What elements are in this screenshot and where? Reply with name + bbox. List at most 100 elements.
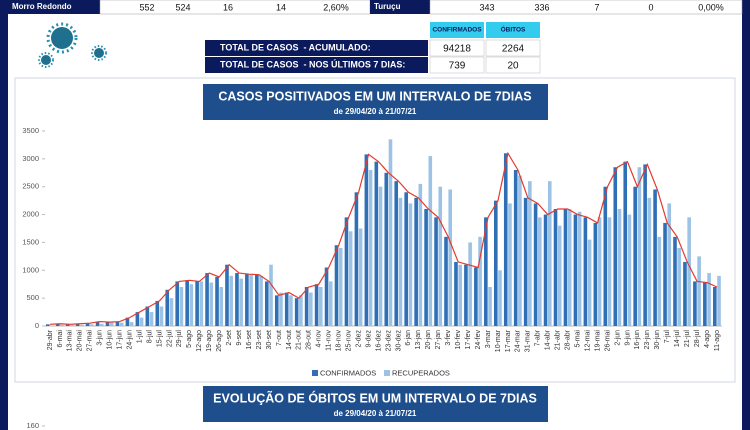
x-tick-label: 17-mar [505, 329, 512, 352]
y-tick-label: 1500 [22, 237, 39, 246]
x-tick-label: 6-mai [57, 330, 64, 348]
bar [607, 217, 612, 326]
chart-banner [203, 386, 548, 422]
x-tick-label: 30-dez [395, 330, 402, 352]
x-tick-label: 11-nov [326, 330, 333, 351]
bar [418, 183, 423, 326]
x-tick-label: 10-mar [495, 329, 502, 352]
bar [557, 225, 562, 326]
y-tick-label: 3500 [22, 126, 39, 135]
x-tick-label: 16-set [246, 330, 253, 350]
cell-value: 0,00% [698, 2, 724, 12]
bar [587, 239, 592, 326]
bar [647, 197, 652, 326]
bar [55, 323, 60, 326]
bar [75, 323, 80, 326]
cell-value: 0 [648, 2, 653, 12]
label-cell [205, 40, 428, 56]
legend-label: RECUPERADOS [392, 368, 450, 377]
cell-value: 7 [594, 2, 599, 12]
bar [424, 209, 428, 326]
bar [304, 287, 309, 326]
bar [633, 186, 637, 326]
bar [438, 186, 443, 326]
bar [368, 170, 373, 326]
bar [703, 282, 707, 326]
value-cell [485, 39, 541, 57]
x-tick-label: 21-abr [555, 329, 562, 350]
value: 20 [507, 61, 519, 72]
bar [235, 273, 239, 326]
bar [523, 197, 528, 326]
bar [543, 214, 548, 326]
row-name-cell [8, 0, 100, 14]
bar [65, 324, 70, 326]
bar [707, 273, 711, 326]
cell-value: 336 [534, 2, 549, 12]
bar [464, 264, 468, 326]
bar [348, 231, 353, 326]
bar [484, 217, 488, 326]
bar [408, 203, 413, 326]
chart-title: CASOS POSITIVADOS EM UM INTERVALO DE 7DI… [218, 89, 531, 103]
bar [677, 248, 681, 326]
bar [309, 292, 313, 326]
bar [474, 267, 478, 326]
bar [643, 164, 647, 326]
bar [99, 323, 104, 326]
x-tick-label: 18-nov [336, 330, 343, 352]
value-cell [485, 56, 541, 74]
legend-label: CONFIRMADOS [320, 368, 376, 377]
x-tick-label: 23-set [256, 330, 263, 350]
x-tick-label: 9-dez [365, 330, 372, 348]
x-tick-label: 5-ago [186, 330, 193, 348]
chart-subtitle: de 29/04/20 à 21/07/21 [334, 409, 417, 418]
bar [245, 274, 249, 326]
bar [388, 139, 393, 326]
x-tick-label: 5-mai [574, 330, 581, 348]
cell-value: 552 [139, 2, 154, 12]
x-tick-label: 1-jul [136, 330, 143, 344]
x-tick-label: 28-out [306, 330, 313, 350]
bar [225, 264, 229, 326]
bar [593, 222, 598, 326]
value: 739 [449, 61, 466, 72]
x-tick-label: 24-mar [515, 329, 522, 352]
bar [185, 280, 189, 326]
bar [518, 175, 522, 326]
bar [324, 267, 329, 326]
bar [454, 261, 458, 326]
bar [364, 154, 369, 326]
bar [159, 306, 164, 326]
bar [209, 282, 214, 326]
x-tick-label: 12-mai [584, 330, 591, 352]
bar [265, 281, 269, 326]
x-tick-label: 4-ago [704, 330, 711, 348]
bar [503, 153, 508, 326]
y-tick-label: 2000 [22, 210, 39, 219]
x-tick-label: 19-mai [594, 330, 601, 352]
bar [284, 292, 289, 326]
x-tick-label: 14-abr [545, 329, 552, 350]
cell-value: 524 [175, 2, 190, 12]
row-name-cell [370, 0, 430, 14]
bar [80, 324, 84, 326]
x-tick-label: 14-out [286, 330, 293, 350]
bar [239, 278, 243, 326]
bar [70, 324, 74, 326]
x-tick-label: 26-mai [604, 330, 611, 352]
x-tick-label: 3-mar [485, 329, 492, 348]
bar [45, 324, 50, 326]
x-tick-label: 21-out [296, 330, 303, 350]
bar [294, 298, 299, 326]
bar [60, 324, 64, 326]
row-label: TOTAL DE CASOS - ACUMULADO: [220, 42, 371, 52]
cell-value: 2,60% [323, 2, 349, 12]
bar [85, 323, 90, 326]
row-name: Morro Redondo [12, 2, 72, 11]
bar [95, 321, 100, 326]
bar [637, 167, 642, 326]
x-tick-label: 19-ago [206, 330, 213, 352]
y-tick-label: 500 [26, 293, 39, 302]
